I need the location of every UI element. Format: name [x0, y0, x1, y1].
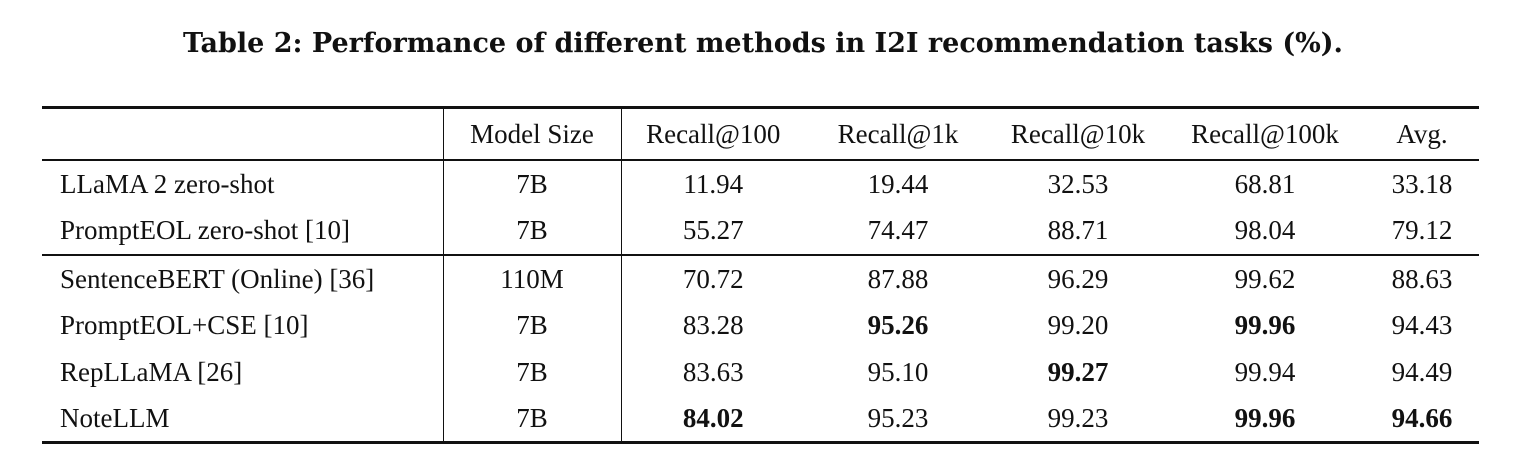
header-row: Model Size Recall@100 Recall@1k Recall@1… — [42, 107, 1479, 161]
avg-cell: 94.49 — [1391, 356, 1453, 387]
trained-group: SentenceBERT (Online) [36] 110M 70.72 87… — [42, 254, 1479, 442]
recall-100-cell: 55.27 — [621, 208, 805, 256]
recall-100k-cell-best: 99.96 — [1234, 310, 1296, 341]
header-recall-100: Recall@100 — [621, 107, 805, 161]
recall-100-cell: 83.28 — [682, 310, 744, 341]
recall-100-cell: 83.63 — [682, 356, 744, 387]
method-cell: PromptEOL+CSE [10] — [42, 302, 444, 349]
method-cell: SentenceBERT (Online) [36] — [42, 254, 444, 303]
recall-10k-cell: 99.23 — [1047, 402, 1109, 433]
recall-100k-cell: 68.81 — [1234, 169, 1296, 199]
avg-cell: 94.43 — [1391, 310, 1453, 341]
header-method — [42, 107, 444, 161]
method-cell: RepLLaMA [26] — [42, 349, 444, 396]
recall-10k-cell: 88.71 — [991, 208, 1165, 256]
results-table: Model Size Recall@100 Recall@1k Recall@1… — [42, 106, 1479, 444]
table-row: RepLLaMA [26] 7B 83.63 95.10 99.27 99.94… — [42, 349, 1479, 396]
zero-shot-group: LLaMA 2 zero-shot 7B 11.94 19.44 32.53 6… — [42, 160, 1479, 256]
method-cell: LLaMA 2 zero-shot — [42, 160, 444, 208]
table-row: PromptEOL+CSE [10] 7B 83.28 95.26 99.20 … — [42, 302, 1479, 349]
recall-1k-cell: 87.88 — [867, 263, 929, 294]
recall-1k-cell: 95.10 — [867, 356, 929, 387]
recall-100-cell: 70.72 — [682, 263, 744, 294]
model-size-cell: 7B — [443, 160, 622, 208]
avg-cell: 88.63 — [1391, 263, 1453, 294]
header-recall-1k: Recall@1k — [805, 107, 991, 161]
model-size-cell: 7B — [443, 302, 622, 349]
recall-10k-cell-best: 99.27 — [1047, 356, 1109, 387]
table-caption: Table 2: Performance of different method… — [183, 28, 1343, 59]
table-row: NoteLLM 7B 84.02 95.23 99.23 99.96 94.66 — [42, 395, 1479, 442]
method-cell: PromptEOL zero-shot [10] — [42, 208, 444, 256]
table-row: LLaMA 2 zero-shot 7B 11.94 19.44 32.53 6… — [42, 160, 1479, 208]
recall-100-cell-best: 84.02 — [682, 402, 744, 433]
recall-1k-cell: 95.23 — [867, 402, 929, 433]
model-size-cell: 7B — [443, 208, 622, 256]
recall-100k-cell: 99.62 — [1234, 263, 1296, 294]
avg-cell: 79.12 — [1365, 208, 1479, 256]
recall-10k-cell: 96.29 — [1047, 263, 1109, 294]
recall-100k-cell: 98.04 — [1165, 208, 1365, 256]
recall-100k-cell: 99.94 — [1234, 356, 1296, 387]
table-row: SentenceBERT (Online) [36] 110M 70.72 87… — [42, 254, 1479, 303]
model-size-cell: 110M — [443, 254, 622, 303]
avg-cell: 33.18 — [1391, 169, 1453, 199]
header-recall-100k: Recall@100k — [1165, 107, 1365, 161]
recall-10k-cell: 32.53 — [1047, 169, 1109, 199]
recall-100k-cell-best: 99.96 — [1234, 402, 1296, 433]
recall-1k-cell: 74.47 — [805, 208, 991, 256]
recall-10k-cell: 99.20 — [1047, 310, 1109, 341]
recall-100-cell: 11.94 — [683, 169, 744, 199]
recall-1k-cell-best: 95.26 — [867, 310, 929, 341]
header-avg: Avg. — [1365, 107, 1479, 161]
table-row: PromptEOL zero-shot [10] 7B 55.27 74.47 … — [42, 208, 1479, 256]
recall-1k-cell: 19.44 — [867, 169, 929, 199]
avg-cell-best: 94.66 — [1391, 402, 1453, 433]
method-cell: NoteLLM — [42, 395, 444, 442]
header-recall-10k: Recall@10k — [991, 107, 1165, 161]
model-size-cell: 7B — [443, 395, 622, 442]
model-size-cell: 7B — [443, 349, 622, 396]
header-model-size: Model Size — [443, 107, 622, 161]
